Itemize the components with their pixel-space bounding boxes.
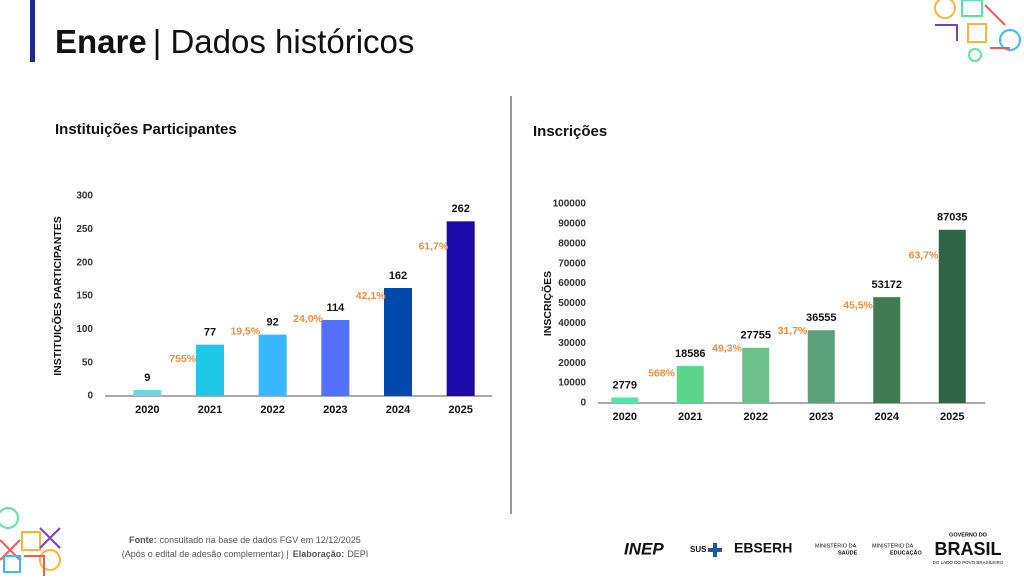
value-label: 9	[144, 372, 150, 384]
footer-note: (Após o edital de adesão complementar) |…	[122, 549, 368, 559]
y-tick-label: 0	[580, 398, 586, 409]
x-tick-label: 2022	[260, 404, 284, 416]
sus-cross	[708, 543, 722, 557]
growth-annotation: 61,7%	[418, 240, 448, 252]
bar	[258, 334, 287, 396]
accent-bar	[30, 0, 35, 62]
logo-educacao-2: EDUCAÇÃO	[890, 549, 923, 556]
value-label: 53172	[871, 279, 902, 291]
growth-annotation: 568%	[648, 368, 676, 380]
y-tick-label: 30000	[558, 338, 586, 349]
value-label: 2779	[613, 379, 637, 391]
x-tick-label: 2020	[135, 404, 159, 416]
decoration-bottom-left	[0, 507, 61, 576]
value-label: 36555	[806, 312, 837, 324]
value-label: 77	[204, 327, 216, 339]
bar	[742, 347, 770, 403]
y-tick-label: 0	[87, 391, 93, 402]
x-tick-label: 2022	[744, 411, 768, 423]
value-label: 92	[267, 317, 279, 329]
chart-title: Instituições Participantes	[55, 121, 237, 138]
source-text: consultado na base de dados FGV em 12/12…	[160, 535, 361, 545]
y-tick-label: 200	[76, 257, 93, 268]
bar	[384, 288, 412, 396]
logo-saude-2: SAÚDE	[838, 549, 858, 556]
decoration-top-right	[934, 0, 1021, 62]
value-label: 262	[451, 203, 469, 215]
bar	[446, 221, 475, 396]
logo-saude-1: MINISTÉRIO DA	[815, 542, 857, 549]
x-tick-label: 2025	[448, 404, 472, 416]
logo-inep: INEP	[624, 539, 664, 558]
y-tick-label: 100000	[553, 199, 587, 210]
source-label: Fonte:	[129, 535, 157, 545]
growth-annotation: 31,7%	[778, 325, 808, 337]
slide-title: Enare | Dados históricos	[55, 23, 414, 60]
bar	[807, 330, 835, 403]
y-tick-label: 90000	[558, 219, 586, 230]
credit-label: Elaboração:	[293, 549, 345, 559]
y-tick-label: 40000	[558, 318, 586, 329]
bar	[133, 390, 162, 396]
y-tick-label: 50	[82, 357, 94, 368]
y-tick-label: 10000	[558, 378, 586, 389]
value-label: 87035	[937, 212, 968, 224]
x-tick-label: 2020	[613, 411, 637, 423]
logo-governo-1: GOVERNO DO	[949, 532, 988, 538]
y-tick-label: 20000	[558, 358, 586, 369]
y-tick-label: 80000	[558, 238, 586, 249]
y-tick-label: 250	[76, 224, 93, 235]
x-tick-label: 2021	[678, 411, 702, 423]
subtitle: | Dados históricos	[153, 23, 415, 60]
value-label: 18586	[675, 348, 706, 360]
chart-title: Inscrições	[533, 123, 607, 140]
growth-annotation: 63,7%	[909, 249, 939, 261]
bar	[196, 344, 224, 396]
x-tick-label: 2021	[198, 404, 222, 416]
bar	[611, 397, 639, 403]
note: (Após o edital de adesão complementar) |	[122, 549, 289, 559]
bar	[873, 297, 901, 403]
y-tick-label: 60000	[558, 278, 586, 289]
value-label: 114	[326, 302, 345, 314]
x-tick-label: 2025	[940, 411, 964, 423]
y-tick-label: 150	[76, 291, 93, 302]
x-tick-label: 2024	[386, 404, 411, 416]
footer-source: Fonte: consultado na base de dados FGV em…	[129, 535, 361, 545]
growth-annotation: 49,3%	[712, 343, 742, 355]
y-tick-label: 70000	[558, 258, 586, 269]
value-label: 162	[389, 270, 407, 282]
x-tick-label: 2023	[809, 411, 833, 423]
brand: Enare	[55, 23, 147, 60]
growth-annotation: 19,5%	[230, 325, 260, 337]
growth-annotation: 24,0%	[293, 313, 323, 325]
credit-text: DEPI	[347, 549, 368, 559]
y-axis-label: INSTITUIÇÕES PARTICIPANTES	[51, 216, 64, 375]
bar	[321, 320, 350, 396]
logo-governo-3: DO LADO DO POVO BRASILEIRO	[933, 560, 1004, 565]
growth-annotation: 755%	[169, 353, 197, 365]
y-tick-label: 300	[76, 191, 93, 202]
growth-annotation: 45,5%	[843, 300, 873, 312]
value-label: 27755	[740, 330, 771, 342]
x-tick-label: 2024	[875, 411, 900, 423]
x-tick-label: 2023	[323, 404, 347, 416]
y-tick-label: 100	[76, 324, 93, 335]
logo-governo-2: BRASIL	[935, 539, 1002, 559]
bar	[938, 229, 966, 403]
growth-annotation: 42,1%	[356, 290, 386, 302]
logo-sus: SUS	[690, 545, 707, 554]
logo-educacao-1: MINISTÉRIO DA	[872, 542, 914, 549]
y-axis-label: INSCRIÇÕES	[541, 271, 554, 336]
y-tick-label: 50000	[558, 298, 586, 309]
logo-ebserh: EBSERH	[734, 540, 792, 556]
bar	[676, 366, 704, 403]
